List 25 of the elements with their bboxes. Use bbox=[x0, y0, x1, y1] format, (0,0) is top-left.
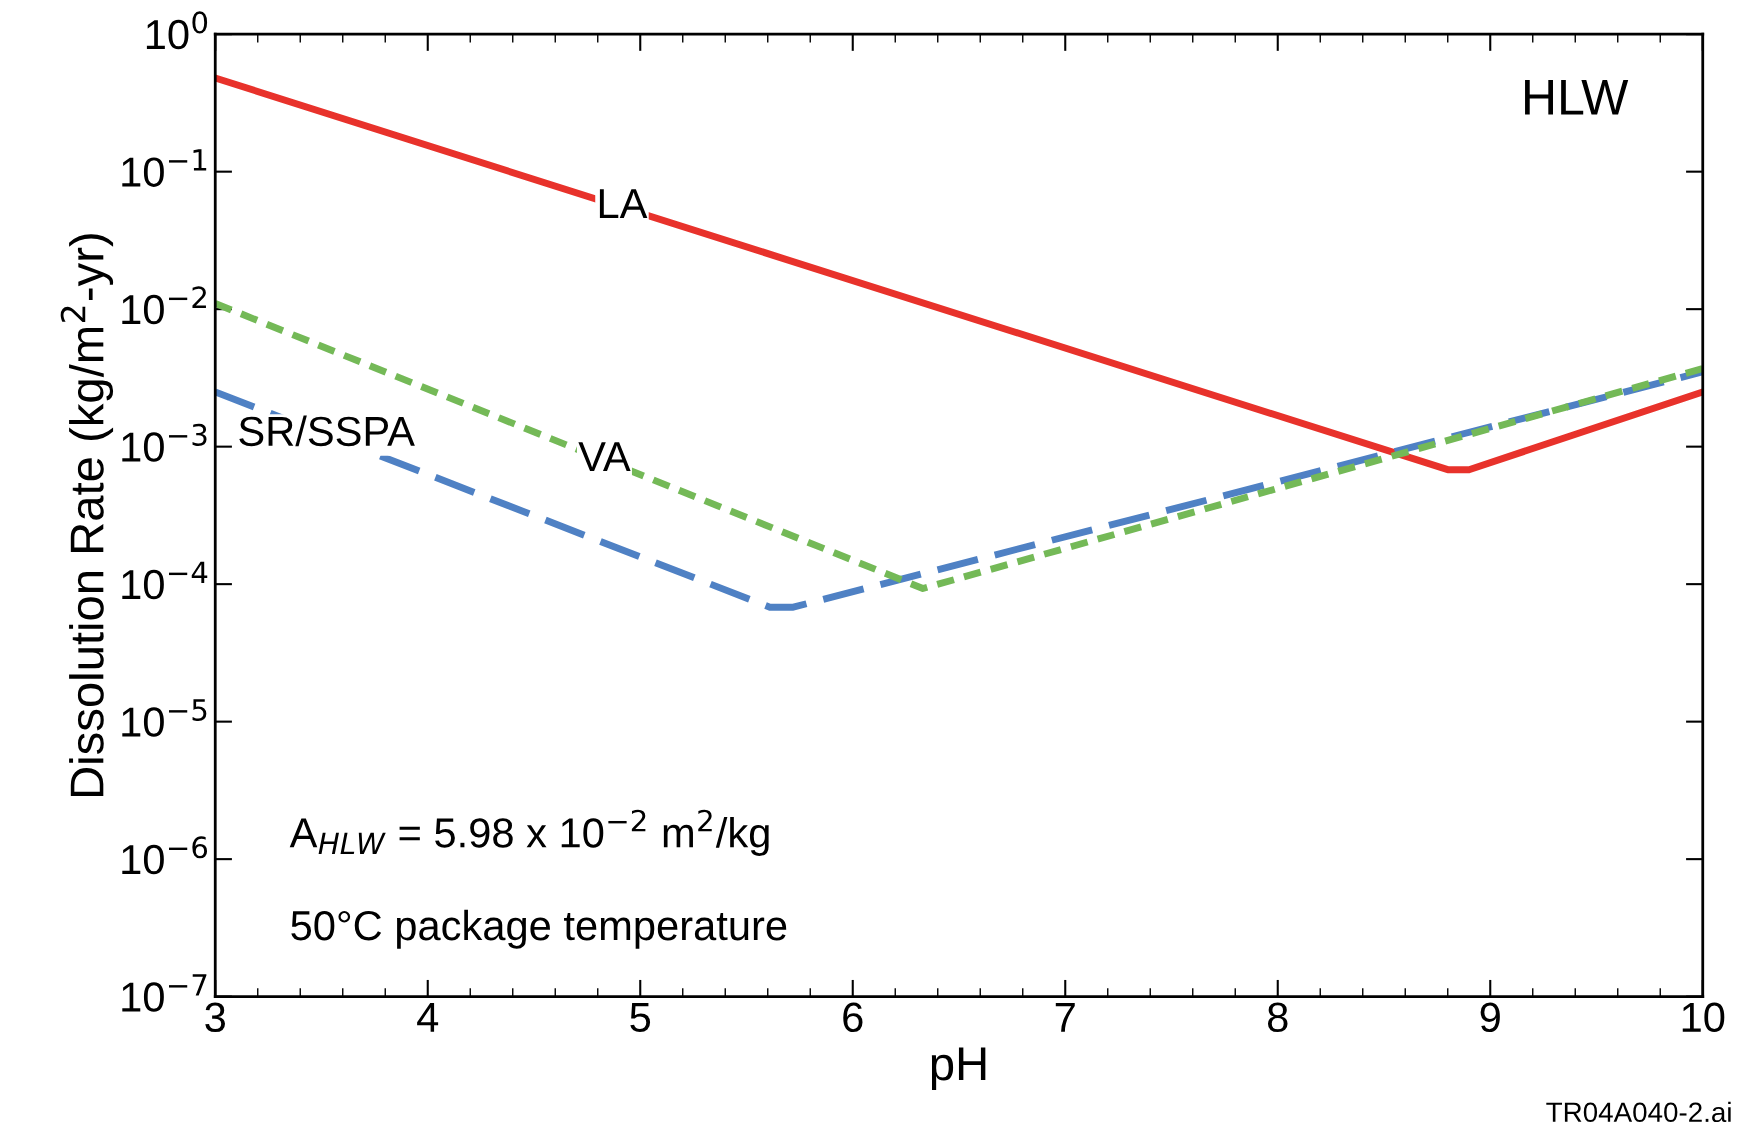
y-tick-label: 10$^{−6}$ bbox=[122, 836, 208, 875]
y-tick-label: 10$^{0}$ bbox=[146, 11, 208, 50]
series-label: LA bbox=[599, 189, 648, 219]
y-tick-label: 10$^{−3}$ bbox=[122, 423, 207, 462]
x-tick-label: 10 bbox=[1682, 1002, 1725, 1033]
x-tick-label: 7 bbox=[1055, 1003, 1075, 1032]
series-label: VA bbox=[578, 442, 631, 471]
y-tick-label: 10$^{−5}$ bbox=[122, 699, 207, 737]
x-tick-label: 4 bbox=[417, 1003, 439, 1032]
annotation: 50°C package temperature bbox=[291, 909, 787, 949]
x-tick-label: 8 bbox=[1267, 1002, 1288, 1033]
y-tick-label: 10$^{−2}$ bbox=[122, 286, 206, 325]
x-tick-label: 9 bbox=[1480, 1002, 1500, 1033]
y-tick-label: 10$^{−4}$ bbox=[122, 561, 208, 600]
y-tick-label: 10$^{−1}$ bbox=[122, 149, 207, 187]
x-tick-label: 5 bbox=[630, 1003, 651, 1033]
x-axis-title: pH bbox=[931, 1047, 986, 1090]
x-tick-label: 6 bbox=[843, 1002, 863, 1033]
annotation: HLW bbox=[1525, 80, 1629, 115]
annotation: A$_{HLW}$ = 5.98 x 10$^{−2}$ m$^{2}$/kg bbox=[289, 809, 769, 856]
y-tick-label: 10$^{−7}$ bbox=[122, 974, 207, 1012]
y-axis-title: Dissolution Rate (kg/m$^{2}$-yr) bbox=[60, 234, 114, 797]
text: TR04A040-2.ai bbox=[1546, 1101, 1731, 1123]
x-tick-label: 3 bbox=[205, 1002, 226, 1033]
series-label: SR/SSPA bbox=[239, 415, 415, 447]
